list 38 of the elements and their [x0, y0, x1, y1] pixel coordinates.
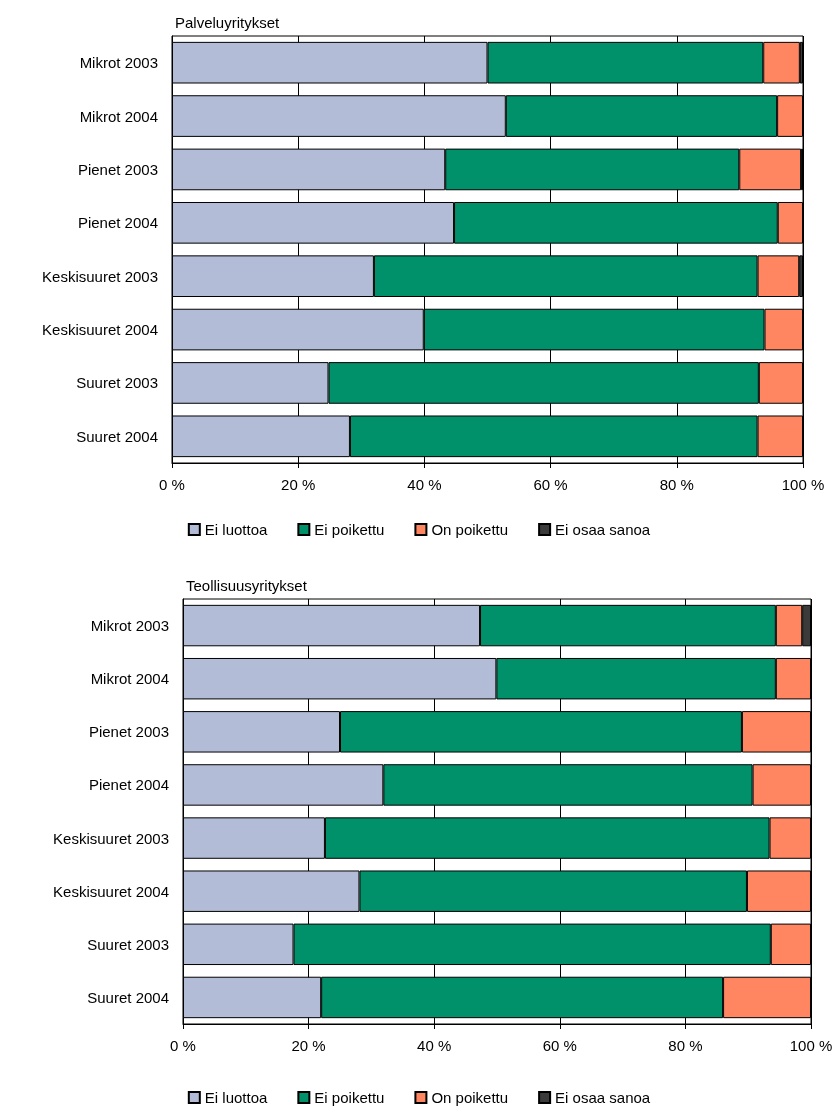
x-tick-label: 0 %: [170, 1037, 196, 1054]
legend-label: Ei poikettu: [314, 1089, 385, 1106]
y-tick-label: Mikrot 2003: [90, 617, 169, 635]
y-tick-label: Pienet 2003: [77, 160, 158, 178]
y-tick-label: Keskisuuret 2004: [42, 321, 158, 339]
legend-label: Ei poikettu: [314, 521, 385, 538]
y-tick-label: Keskisuuret 2003: [42, 267, 158, 285]
legend-label: Ei osaa sanoa: [555, 1089, 651, 1106]
y-tick-label: Keskisuuret 2004: [53, 882, 169, 900]
legend-label: Ei luottoa: [204, 521, 269, 538]
y-tick-label: Keskisuuret 2003: [53, 829, 169, 847]
x-tick-label: 20 %: [291, 1037, 326, 1054]
x-tick-label: 40 %: [417, 1037, 452, 1054]
x-tick-label: 60 %: [533, 476, 568, 493]
x-tick-label: 0 %: [159, 476, 185, 493]
y-tick-label: Pienet 2004: [77, 214, 158, 232]
x-tick-label: 20 %: [281, 476, 316, 493]
y-tick-label: Suuret 2004: [87, 988, 169, 1006]
chart-title: Teollisuusyritykset: [186, 577, 308, 594]
y-tick-label: Pienet 2003: [88, 723, 169, 741]
x-tick-label: 100 %: [789, 1037, 833, 1054]
y-tick-label: Mikrot 2004: [79, 107, 158, 125]
y-tick-label: Suuret 2004: [76, 427, 158, 445]
y-tick-label: Suuret 2003: [76, 374, 158, 392]
y-tick-label: Mikrot 2003: [79, 54, 158, 72]
y-tick-label: Pienet 2004: [88, 776, 169, 794]
x-tick-label: 80 %: [668, 1037, 703, 1054]
y-tick-label: Suuret 2003: [87, 935, 169, 953]
legend-label: Ei osaa sanoa: [555, 521, 651, 538]
legend-label: On poikettu: [431, 521, 509, 538]
x-tick-label: 100 %: [781, 476, 825, 493]
x-tick-label: 60 %: [542, 1037, 577, 1054]
legend-label: Ei luottoa: [204, 1089, 269, 1106]
x-tick-label: 80 %: [659, 476, 694, 493]
legend-label: On poikettu: [431, 1089, 509, 1106]
y-tick-label: Mikrot 2004: [90, 670, 169, 688]
x-tick-label: 40 %: [407, 476, 442, 493]
chart-title: Palveluyritykset: [175, 14, 281, 31]
